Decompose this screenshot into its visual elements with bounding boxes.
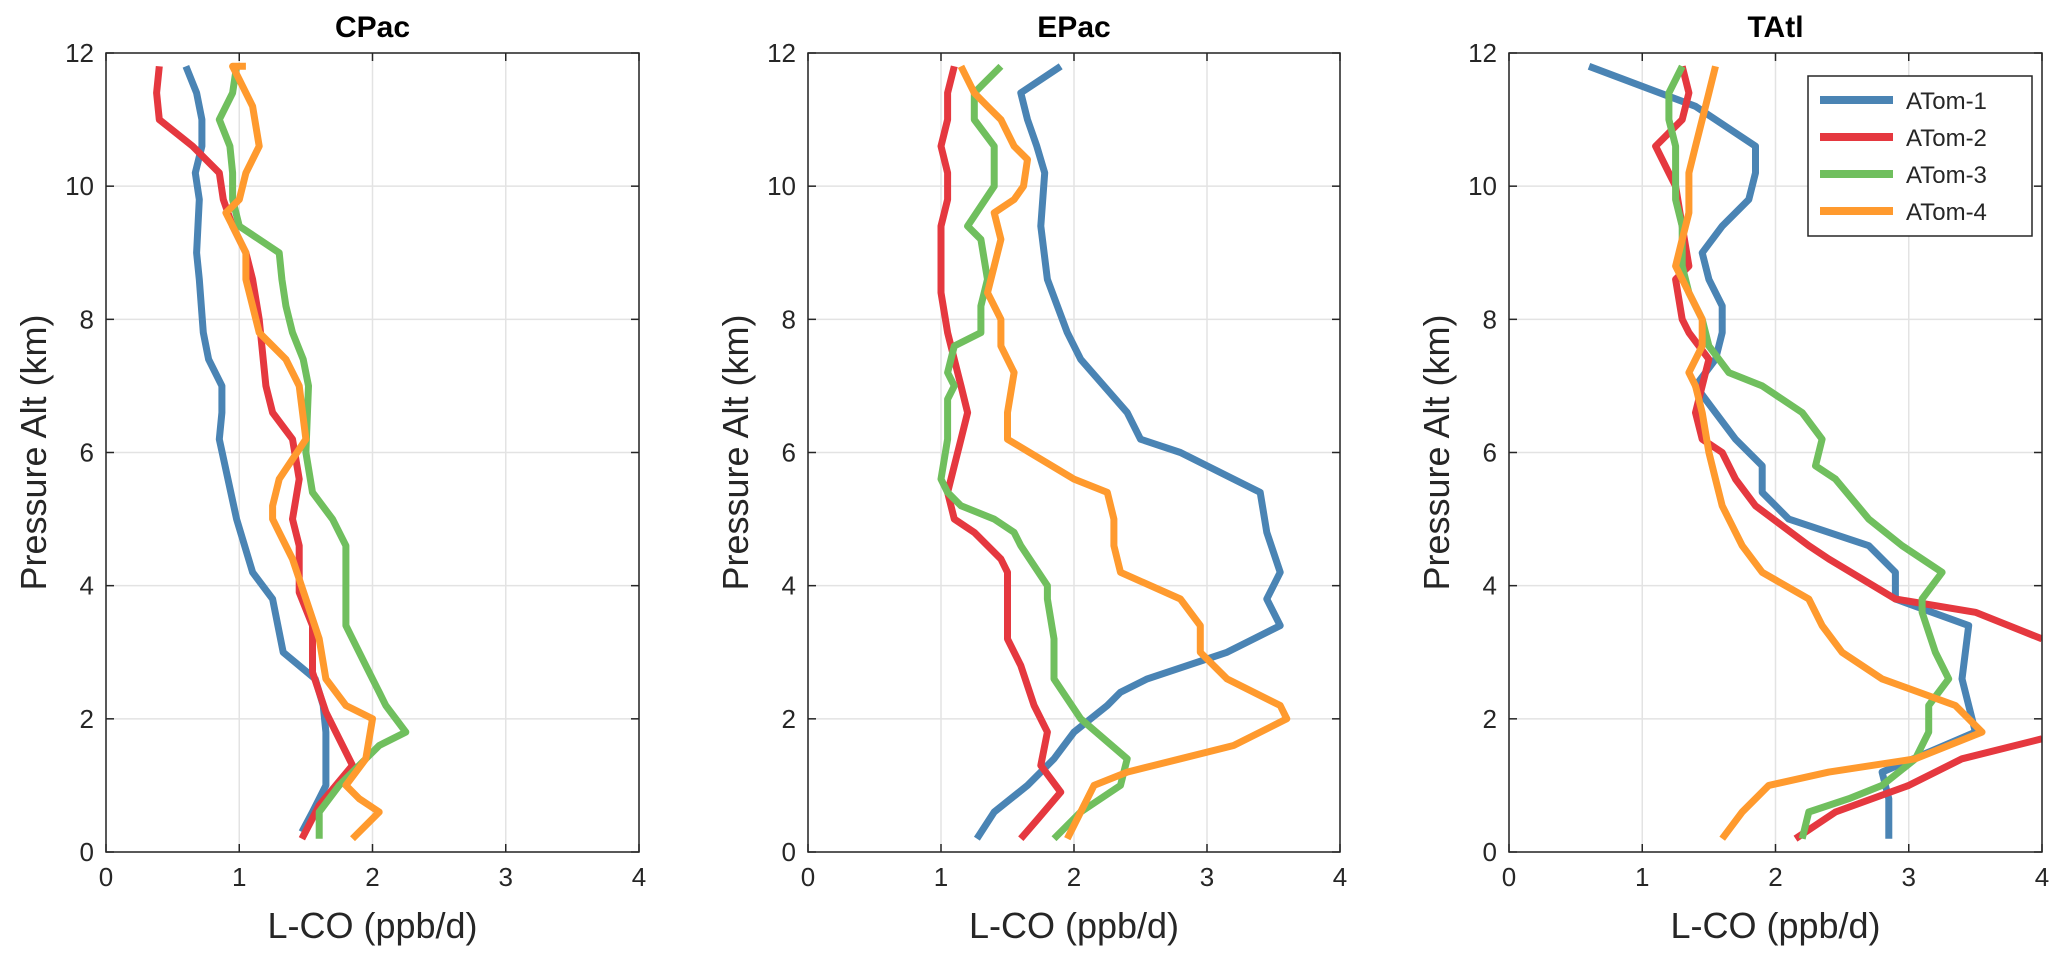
y-tick-label: 4 <box>80 571 94 601</box>
series-line-atom-3 <box>937 63 1131 842</box>
series-line-atom-2-b <box>1652 65 2042 643</box>
y-axis-label: Pressure Alt (km) <box>1416 314 1457 590</box>
legend-label-atom-1: ATom-1 <box>1906 88 1987 115</box>
x-tick-label: 2 <box>365 862 379 892</box>
x-axis-label: L-CO (ppb/d) <box>969 905 1179 946</box>
x-tick-label: 3 <box>499 862 513 892</box>
panel-title: TAtl <box>1747 11 1803 44</box>
x-tick-label: 2 <box>1067 862 1081 892</box>
series-line-atom-3 <box>215 65 410 839</box>
x-tick-label: 0 <box>1502 862 1516 892</box>
x-tick-label: 4 <box>632 862 646 892</box>
x-tick-label: 4 <box>2035 862 2049 892</box>
series-line-atom-1 <box>182 64 330 834</box>
y-tick-label: 12 <box>767 38 796 68</box>
y-tick-label: 4 <box>1483 571 1497 601</box>
x-tick-label: 1 <box>1635 862 1649 892</box>
series-line-atom-4 <box>957 64 1291 841</box>
y-tick-label: 2 <box>80 704 94 734</box>
y-tick-label: 0 <box>80 837 94 867</box>
legend-label-atom-3: ATom-3 <box>1906 162 1987 189</box>
legend-label-atom-4: ATom-4 <box>1906 199 1987 226</box>
series-line-atom-1 <box>1587 63 1979 839</box>
y-tick-label: 4 <box>782 571 796 601</box>
y-axis-label: Pressure Alt (km) <box>13 314 54 590</box>
x-tick-label: 0 <box>99 862 113 892</box>
y-tick-label: 0 <box>782 837 796 867</box>
series-line-atom-3 <box>1665 64 1953 840</box>
y-tick-label: 8 <box>1483 304 1497 334</box>
series-line-atom-2 <box>1793 735 2042 842</box>
x-tick-label: 2 <box>1768 862 1782 892</box>
series-group <box>153 62 410 842</box>
x-axis-label: L-CO (ppb/d) <box>1670 905 1880 946</box>
series-group <box>937 63 1291 842</box>
series-line-atom-2 <box>937 65 1065 841</box>
y-tick-label: 6 <box>782 438 796 468</box>
panel-title: CPac <box>335 11 410 44</box>
series-line-atom-4 <box>1672 65 1986 841</box>
y-tick-label: 12 <box>65 38 94 68</box>
x-tick-label: 1 <box>232 862 246 892</box>
y-tick-label: 6 <box>80 438 94 468</box>
series-group <box>1587 63 2042 842</box>
series-line-atom-2 <box>153 65 356 841</box>
series-line-atom-4 <box>222 62 383 842</box>
legend: ATom-1 ATom-2 ATom-3 ATom-4 <box>1807 75 2033 237</box>
y-tick-label: 8 <box>80 304 94 334</box>
y-tick-label: 12 <box>1468 38 1497 68</box>
y-axis-label: Pressure Alt (km) <box>715 314 756 590</box>
x-tick-label: 1 <box>934 862 948 892</box>
y-tick-label: 6 <box>1483 438 1497 468</box>
y-tick-label: 2 <box>1483 704 1497 734</box>
x-axis-label: L-CO (ppb/d) <box>267 905 477 946</box>
x-tick-label: 4 <box>1333 862 1347 892</box>
panel-title: EPac <box>1037 11 1110 44</box>
x-tick-label: 3 <box>1902 862 1916 892</box>
y-tick-label: 10 <box>1468 171 1497 201</box>
y-tick-label: 0 <box>1483 837 1497 867</box>
x-tick-label: 3 <box>1200 862 1214 892</box>
y-tick-label: 2 <box>782 704 796 734</box>
y-tick-label: 10 <box>767 171 796 201</box>
y-tick-label: 8 <box>782 304 796 334</box>
x-tick-label: 0 <box>801 862 815 892</box>
legend-label-atom-2: ATom-2 <box>1906 125 1987 152</box>
y-tick-label: 10 <box>65 171 94 201</box>
